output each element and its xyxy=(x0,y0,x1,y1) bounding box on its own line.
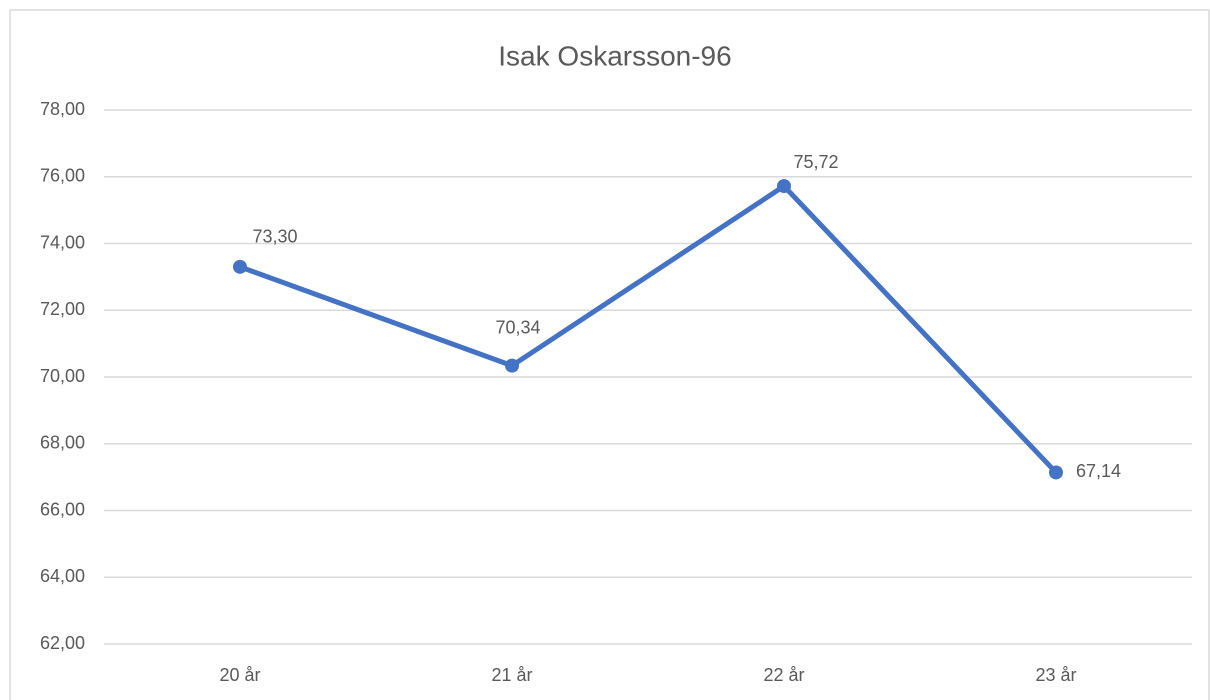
y-tick-label: 74,00 xyxy=(40,232,85,252)
y-tick-label: 76,00 xyxy=(40,166,85,186)
data-point xyxy=(1049,465,1063,480)
chart-title: Isak Oskarsson-96 xyxy=(498,40,731,71)
y-tick-label: 70,00 xyxy=(40,366,85,386)
x-tick-label: 23 år xyxy=(1035,665,1076,685)
chart-border xyxy=(9,9,1210,700)
data-label: 70,34 xyxy=(495,317,540,337)
y-tick-label: 64,00 xyxy=(40,566,85,586)
series-line xyxy=(239,183,1058,475)
y-tick-label: 68,00 xyxy=(40,433,85,453)
data-point xyxy=(505,358,519,373)
y-tick-label: 78,00 xyxy=(40,99,85,119)
data-point xyxy=(777,179,791,194)
data-label: 67,14 xyxy=(1076,461,1121,481)
data-point xyxy=(233,259,247,274)
y-tick-label: 62,00 xyxy=(40,633,85,653)
y-tick-label: 66,00 xyxy=(40,499,85,519)
x-tick-label: 22 år xyxy=(763,665,804,685)
y-tick-label: 72,00 xyxy=(40,299,85,319)
data-label: 73,30 xyxy=(252,227,297,247)
x-tick-label: 20 år xyxy=(219,665,260,685)
x-tick-label: 21 år xyxy=(491,665,532,685)
data-label: 75,72 xyxy=(793,152,838,172)
